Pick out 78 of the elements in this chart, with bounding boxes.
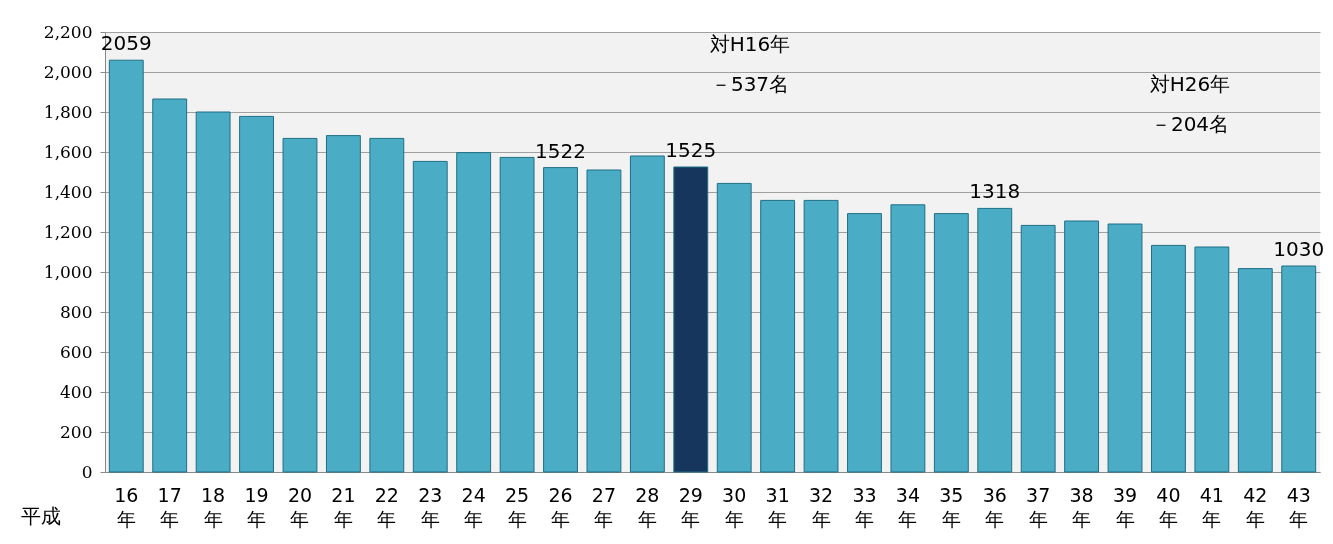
x-tick-label: 26年 <box>548 483 573 530</box>
bar <box>847 213 882 473</box>
x-tick-label: 28年 <box>635 483 660 530</box>
annotation: －537名 <box>710 72 790 96</box>
bar <box>890 204 926 473</box>
bar <box>369 137 405 473</box>
bar <box>543 167 578 473</box>
data-label: 2059 <box>100 31 152 56</box>
y-tick-label: 600 <box>60 341 93 362</box>
bar <box>977 207 1013 473</box>
y-tick-label: 200 <box>60 421 93 442</box>
x-tick-label: 19年 <box>244 483 269 530</box>
bar <box>152 98 188 473</box>
y-tick-label: 800 <box>60 301 93 322</box>
y-tick-label: 1,200 <box>43 221 93 242</box>
bar <box>239 115 274 473</box>
x-tick-label: 33年 <box>852 483 877 530</box>
x-tick-label: 29年 <box>678 483 703 530</box>
bar <box>1151 244 1186 473</box>
bar <box>803 199 839 473</box>
x-axis-title: 平成 <box>20 503 61 528</box>
x-tick-label: 21年 <box>331 483 356 530</box>
bar <box>1107 223 1143 473</box>
x-tick-label: 23年 <box>418 483 443 530</box>
x-tick-label: 35年 <box>939 483 964 530</box>
x-tick-label: 18年 <box>201 483 226 530</box>
bar <box>499 156 535 473</box>
x-tick-label: 25年 <box>505 483 530 530</box>
bar <box>1020 224 1056 473</box>
y-tick-label: 1,000 <box>43 261 93 282</box>
bar <box>716 182 752 473</box>
x-tick-label: 43年 <box>1286 483 1311 530</box>
x-tick-label: 39年 <box>1112 483 1138 530</box>
x-tick-label: 20年 <box>287 483 313 530</box>
data-label: 1318 <box>969 179 1021 204</box>
x-tick-label: 24年 <box>461 483 486 530</box>
bar <box>1281 265 1317 473</box>
bar <box>282 137 318 473</box>
data-label: 1030 <box>1273 237 1325 261</box>
bar <box>325 135 361 473</box>
x-tick-label: 17年 <box>157 483 182 530</box>
annotation: －204名 <box>1150 112 1230 136</box>
bar <box>412 160 448 473</box>
x-tick-label: 27年 <box>591 483 617 530</box>
bar <box>586 169 622 473</box>
bar <box>1237 268 1273 473</box>
bar <box>673 166 709 473</box>
x-tick-label: 16年 <box>114 483 139 530</box>
bar <box>760 199 796 473</box>
bar <box>1064 220 1100 473</box>
x-tick-label: 41年 <box>1199 483 1224 530</box>
data-label: 1522 <box>535 138 586 163</box>
x-tick-label: 32年 <box>808 483 834 530</box>
x-tick-label: 30年 <box>722 483 747 530</box>
annotation: 対H16年 <box>709 32 791 56</box>
x-tick-label: 31年 <box>765 483 790 530</box>
bar <box>108 59 144 473</box>
x-tick-label: 34年 <box>895 483 920 530</box>
y-tick-label: 1,800 <box>43 101 93 122</box>
x-tick-label: 40年 <box>1156 483 1181 530</box>
data-label: 1525 <box>665 138 717 162</box>
bar <box>933 213 969 473</box>
x-tick-label: 36年 <box>982 483 1007 530</box>
y-tick-label: 400 <box>60 381 93 402</box>
x-tick-label: 38年 <box>1069 483 1094 530</box>
bar <box>629 155 665 473</box>
x-tick-label: 37年 <box>1026 483 1051 530</box>
bar <box>456 152 492 473</box>
y-tick-label: 1,600 <box>43 141 93 162</box>
bar <box>195 111 231 473</box>
y-tick-label: 0 <box>81 461 93 482</box>
x-tick-label: 22年 <box>374 483 399 530</box>
x-tick-label: 42年 <box>1243 483 1268 530</box>
annotation: 対H26年 <box>1149 72 1231 96</box>
y-tick-label: 2,000 <box>43 61 93 82</box>
bar <box>1194 246 1230 473</box>
y-tick-label: 2,200 <box>43 21 93 42</box>
y-tick-label: 1,400 <box>43 181 93 202</box>
